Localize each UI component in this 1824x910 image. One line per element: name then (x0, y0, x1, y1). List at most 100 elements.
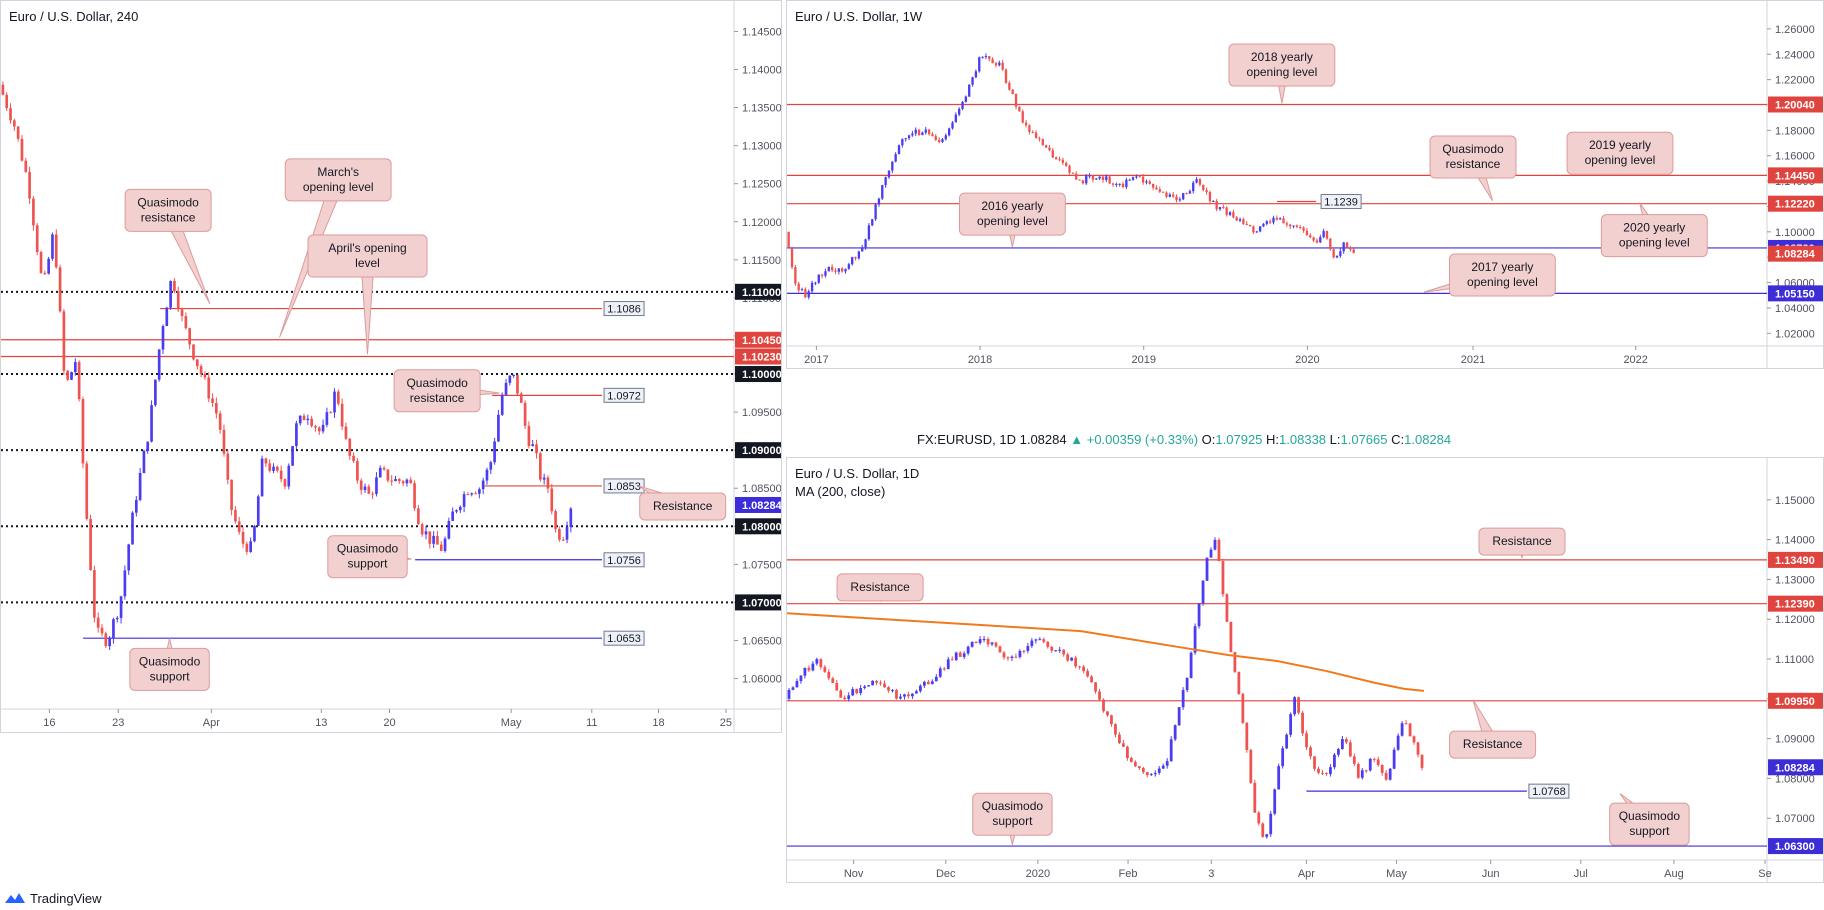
callout-text: resistance (141, 210, 196, 224)
candle-body (971, 77, 974, 85)
callout-text: support (150, 669, 191, 683)
candle-body (371, 493, 374, 495)
candle-body (974, 641, 978, 644)
brand-name: TradingView (30, 890, 102, 906)
candle-body (1182, 193, 1185, 200)
candle-body (1071, 172, 1075, 174)
daily-chart-panel[interactable]: 1.070001.080001.090001.100001.110001.120… (786, 457, 1824, 883)
candle-body (934, 136, 937, 140)
quote-low: 1.07665 (1340, 432, 1388, 447)
candle-body (914, 129, 917, 134)
price-axis-tag (1768, 285, 1823, 302)
candle-body (1249, 749, 1253, 783)
candle-body (1091, 175, 1095, 180)
y-tick-label: 1.10000 (1775, 227, 1815, 239)
brand-footer[interactable]: TradingView (4, 888, 102, 908)
candle-body (970, 641, 974, 647)
candle-body (790, 247, 794, 268)
weekly-chart-svg[interactable]: 1.020001.040001.060001.080001.100001.120… (787, 1, 1824, 369)
candle-body (47, 258, 50, 274)
candle-body (1337, 749, 1340, 755)
candle-body (100, 627, 104, 634)
candle-body (81, 399, 85, 464)
candle-body (1185, 678, 1189, 691)
candle-body (998, 646, 1002, 653)
candle-body (1289, 224, 1292, 227)
h4-chart-svg[interactable]: 1.06000 1.06500 1.07000 1.07500 1.08000 1.085… (1, 1, 782, 733)
price-axis-tag (735, 348, 781, 365)
candle-body (89, 518, 92, 571)
x-tick-label: Feb (1119, 868, 1138, 880)
candle-body (1348, 742, 1352, 757)
candle-body (839, 690, 843, 698)
weekly-chart-panel[interactable]: 1.020001.040001.060001.080001.100001.120… (786, 0, 1824, 369)
candle-body (165, 307, 169, 327)
y-tick-label: 1.13500 (742, 103, 782, 115)
callout-text: opening level (1619, 236, 1690, 250)
price-axis-tag (735, 283, 781, 300)
candle-body (1253, 782, 1257, 813)
candle-body (1205, 557, 1209, 581)
candle-body (921, 132, 924, 135)
candle-body (1333, 754, 1336, 768)
candle-body (1364, 770, 1368, 772)
candle-body (854, 257, 857, 259)
x-tick-label: Jun (1482, 868, 1500, 880)
candle-body (85, 463, 89, 519)
candle-body (77, 362, 81, 400)
h4-chart-panel[interactable]: 1.06000 1.06500 1.07000 1.07500 1.08000 1.085… (0, 0, 782, 733)
daily-chart-svg[interactable]: 1.070001.080001.090001.100001.110001.120… (787, 458, 1824, 883)
candle-body (1188, 191, 1192, 194)
candle-body (1010, 656, 1014, 658)
y-tick-label: 1.22000 (1775, 75, 1815, 87)
y-tick-label: 1.24000 (1775, 49, 1815, 61)
y-tick-label: 1.12000 (742, 217, 782, 229)
candle-body (211, 398, 214, 403)
candle-body (1068, 165, 1071, 173)
candle-body (142, 450, 146, 474)
candle-body (1110, 715, 1113, 725)
callout-text: Quasimodo (1619, 809, 1681, 823)
candle-body (291, 446, 294, 466)
candle-body (1293, 697, 1297, 715)
candle-body (951, 122, 954, 129)
candle-body (795, 681, 799, 688)
candle-body (1062, 649, 1066, 655)
candle-body (276, 466, 279, 471)
candle-body (70, 372, 73, 380)
candle-body (32, 198, 35, 226)
price-axis-tag-label: 1.13490 (1775, 555, 1815, 567)
candle-body (458, 506, 462, 511)
candle-body (1082, 666, 1085, 672)
candle-body (1345, 242, 1349, 248)
candle-body (797, 283, 800, 291)
candle-body (947, 128, 951, 136)
candle-body (1319, 237, 1322, 243)
candle-body (115, 617, 119, 620)
candle-body (150, 405, 153, 442)
candle-body (1257, 812, 1261, 824)
candle-body (978, 639, 982, 644)
candle-body (1269, 813, 1273, 835)
candle-body (470, 493, 474, 495)
x-tick-label: 2020 (1026, 868, 1050, 880)
candle-body (1201, 580, 1205, 604)
candle-body (1114, 724, 1117, 735)
x-tick-label: 2021 (1461, 354, 1485, 366)
callout-text: resistance (1446, 157, 1501, 171)
candle-body (1265, 834, 1269, 837)
candle-body (1222, 207, 1225, 209)
candle-body (1018, 106, 1021, 112)
candle-body (112, 619, 115, 639)
candle-body (134, 499, 138, 513)
candle-body (1372, 758, 1376, 760)
candle-body (298, 415, 302, 424)
candle-body (1065, 162, 1068, 166)
candle-body (268, 463, 272, 471)
candle-body (1038, 138, 1041, 140)
candle-body (504, 382, 508, 395)
price-axis-tag (1768, 551, 1823, 568)
candle-body (1265, 221, 1268, 224)
candle-body (1212, 201, 1215, 203)
level-label: 1.0853 (607, 481, 641, 493)
